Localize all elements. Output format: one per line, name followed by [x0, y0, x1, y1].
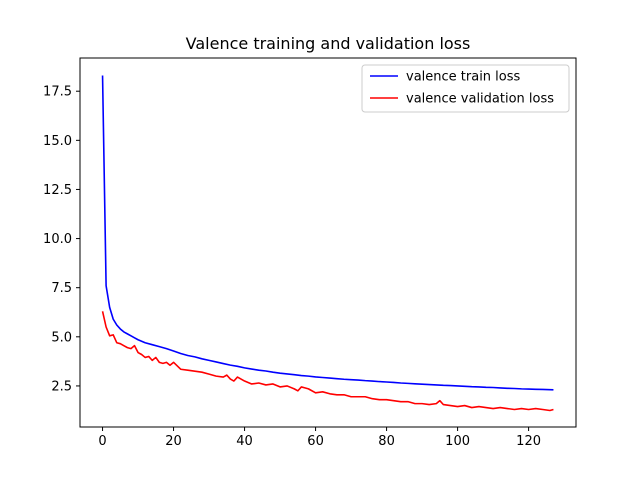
axes-frame — [79, 57, 577, 428]
legend-label: valence train loss — [406, 70, 521, 85]
x-tick-label: 120 — [516, 434, 541, 449]
y-tick-label: 15.0 — [43, 134, 72, 149]
series-line-train — [101, 75, 554, 391]
series-line-validation — [101, 311, 554, 412]
x-tick-label: 100 — [445, 434, 470, 449]
y-tick-label: 5.0 — [51, 330, 72, 345]
y-tick-label: 17.5 — [43, 85, 72, 100]
plot-area — [80, 58, 576, 427]
x-tick-label: 0 — [98, 434, 106, 449]
legend-label: valence validation loss — [406, 92, 554, 107]
legend-box — [361, 64, 570, 113]
legend: valence train loss valence validation los… — [361, 64, 570, 113]
x-tick-label: 40 — [236, 434, 253, 449]
plot-background — [80, 58, 576, 427]
chart-title: Valence training and validation loss — [186, 34, 471, 53]
series-layer — [101, 75, 554, 412]
x-tick-label: 20 — [165, 434, 182, 449]
y-tick-label: 12.5 — [43, 183, 72, 198]
y-tick-label: 2.5 — [51, 379, 72, 394]
y-tick-label: 7.5 — [51, 281, 72, 296]
x-tick-label: 60 — [307, 434, 324, 449]
y-tick-label: 10.0 — [43, 232, 72, 247]
x-tick-label: 80 — [378, 434, 395, 449]
axes-layer: 0 20 40 60 80 100 120 2.5 5.0 7.5 10.0 12.5 15.0 17.5 — [43, 57, 577, 449]
